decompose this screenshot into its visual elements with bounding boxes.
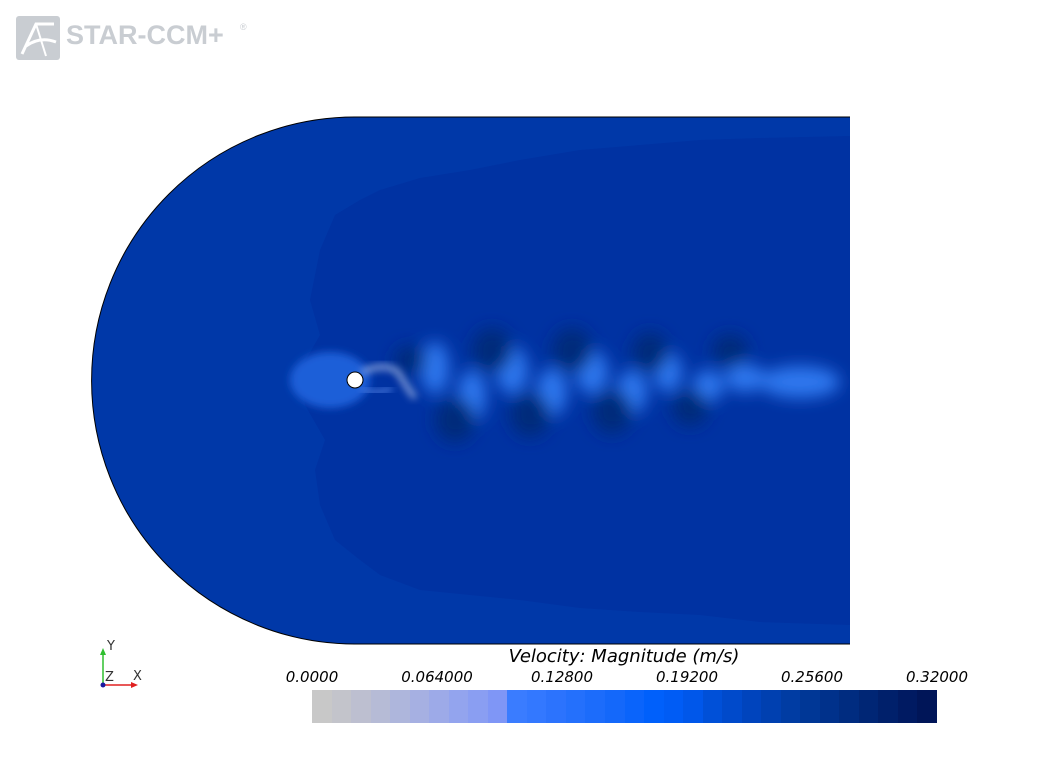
colorbar-swatch xyxy=(741,690,762,723)
colorbar-swatch xyxy=(312,690,332,723)
domain-field xyxy=(91,117,851,644)
colorbar-swatch xyxy=(683,690,703,723)
colorbar-swatch xyxy=(507,690,527,723)
colorbar-swatch xyxy=(917,690,937,723)
colorbar-swatch xyxy=(897,690,918,723)
legend-tick-2: 0.12800 xyxy=(530,668,594,686)
colorbar-swatch xyxy=(663,690,684,723)
colorbar-swatch xyxy=(819,690,840,723)
shear-layer xyxy=(361,364,417,400)
vortex-slow xyxy=(510,393,550,437)
colorbar-swatch xyxy=(624,690,645,723)
colorbar-swatch xyxy=(702,690,723,723)
colorbar-swatch xyxy=(585,690,605,723)
legend-tick-3: 0.19200 xyxy=(655,668,719,686)
colorbar-swatch xyxy=(546,690,566,723)
colorbar-swatch xyxy=(448,690,469,723)
colorbar-swatch xyxy=(565,690,586,723)
colorbar-swatch xyxy=(429,690,449,723)
vortex-slow xyxy=(592,390,632,434)
colorbar-swatch xyxy=(390,690,410,723)
colorbar-swatch xyxy=(800,690,820,723)
vortex-slow xyxy=(552,328,592,372)
vortex-slow xyxy=(632,332,668,372)
vortex-slow xyxy=(672,390,708,426)
cylinder xyxy=(346,371,364,389)
colorbar-swatch xyxy=(370,690,391,723)
colorbar-swatch xyxy=(487,690,508,723)
colorbar-swatch xyxy=(858,690,879,723)
star-ccm-logo xyxy=(16,16,256,62)
colorbar-swatch xyxy=(468,690,488,723)
triad-x-label: X xyxy=(133,669,142,684)
legend-colorbar xyxy=(312,690,937,723)
legend-tick-0: 0.0000 xyxy=(285,668,339,686)
vortex-street xyxy=(394,328,840,442)
vortex-fast xyxy=(725,364,765,392)
domain-outline xyxy=(91,116,850,645)
registered-mark: ® xyxy=(240,22,247,32)
colorbar-swatch xyxy=(878,690,898,723)
colorbar-swatch xyxy=(780,690,801,723)
colorbar-swatch xyxy=(722,690,742,723)
vortex-slow xyxy=(435,398,475,442)
legend-tick-4: 0.25600 xyxy=(780,668,844,686)
colorbar-swatch xyxy=(351,690,371,723)
colorbar-swatch xyxy=(526,690,547,723)
vortex-slow xyxy=(472,328,512,372)
vortex-fast xyxy=(421,342,449,394)
vortex-slow xyxy=(394,346,426,374)
colorbar-swatch xyxy=(644,690,664,723)
wake-region xyxy=(300,136,850,625)
colorbar-swatch xyxy=(761,690,781,723)
star-ccm-logo-icon xyxy=(16,16,60,60)
legend-tick-1: 0.064000 xyxy=(401,668,473,686)
stagnation-zone xyxy=(290,352,370,408)
triad-y-label: Y xyxy=(106,639,115,654)
shear-layer-lower xyxy=(361,385,394,395)
colorbar-swatch xyxy=(409,690,430,723)
colorbar-swatch xyxy=(604,690,625,723)
colorbar-swatch xyxy=(839,690,859,723)
legend-title: Velocity: Magnitude (m/s) xyxy=(508,646,740,667)
product-name: STAR-CCM+ xyxy=(66,20,224,50)
colorbar-swatch xyxy=(331,690,352,723)
axis-triad: Y Z X xyxy=(100,639,142,688)
legend-tick-5: 0.32000 xyxy=(905,668,969,686)
vortex-slow xyxy=(712,334,748,366)
triad-z-label: Z xyxy=(105,670,114,685)
vortex-fast xyxy=(760,366,840,398)
